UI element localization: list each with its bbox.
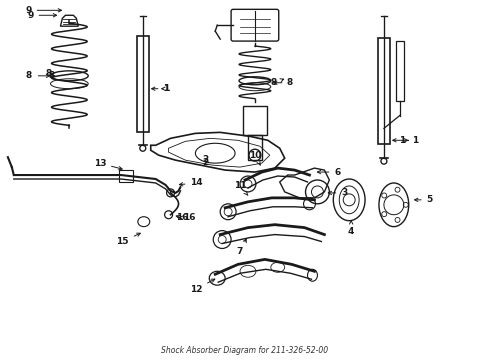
Text: 4: 4 (348, 221, 354, 236)
Text: 5: 5 (415, 195, 433, 204)
Text: 16: 16 (183, 213, 196, 222)
Bar (378, 37, 390, 144)
Text: 15: 15 (117, 233, 140, 246)
Text: 8: 8 (45, 69, 52, 78)
Text: 8: 8 (271, 78, 284, 87)
Text: 14: 14 (179, 179, 203, 188)
Text: 8: 8 (48, 71, 54, 80)
Text: 6: 6 (318, 167, 341, 176)
Bar (243, 105, 267, 135)
Text: 1: 1 (163, 84, 169, 93)
Text: 10: 10 (249, 151, 261, 165)
Text: 2: 2 (202, 155, 208, 164)
Text: 11: 11 (234, 181, 248, 195)
Text: 7: 7 (237, 239, 246, 256)
Text: 9: 9 (27, 11, 56, 20)
Text: 2: 2 (202, 158, 208, 167)
Bar (396, 41, 404, 100)
Text: 1: 1 (162, 84, 169, 93)
Text: 8: 8 (287, 78, 293, 87)
Text: 1: 1 (412, 136, 418, 145)
Bar (248, 135, 262, 160)
Text: 1: 1 (399, 136, 408, 145)
Text: 13: 13 (94, 159, 122, 170)
Text: 8: 8 (25, 71, 32, 80)
Text: 3: 3 (328, 188, 347, 197)
Bar (137, 36, 149, 132)
Text: Shock Absorber Diagram for 211-326-52-00: Shock Absorber Diagram for 211-326-52-00 (161, 346, 329, 355)
Text: 12: 12 (190, 279, 215, 294)
Bar (119, 170, 133, 182)
Text: 16: 16 (175, 213, 188, 222)
Text: 9: 9 (25, 6, 62, 15)
